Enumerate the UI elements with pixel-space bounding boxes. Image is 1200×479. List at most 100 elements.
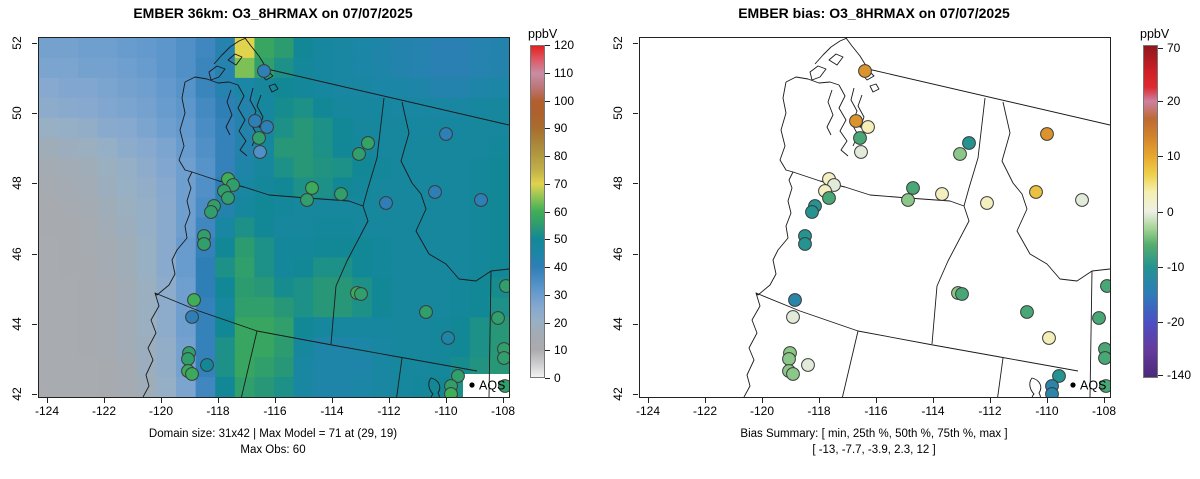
station-point bbox=[980, 196, 994, 210]
x-tick bbox=[819, 398, 820, 403]
station-point bbox=[451, 369, 465, 383]
right-map-svg: AQS bbox=[743, 38, 1110, 397]
station-point bbox=[1099, 379, 1110, 393]
station-point bbox=[185, 367, 199, 381]
y-tick-label: 50 bbox=[611, 106, 625, 120]
station-point bbox=[300, 193, 314, 207]
station-point bbox=[1045, 387, 1059, 397]
station-point bbox=[419, 305, 433, 319]
station-point bbox=[1075, 193, 1089, 207]
station-point bbox=[1100, 279, 1110, 293]
basemap-borders bbox=[743, 38, 1110, 397]
x-tick bbox=[503, 398, 504, 403]
x-tick-label: -124 bbox=[635, 404, 661, 418]
colorbar-tick bbox=[545, 378, 550, 379]
station-point bbox=[786, 367, 800, 381]
colorbar-tick bbox=[545, 183, 550, 185]
station-point bbox=[1029, 185, 1043, 199]
colorbar-tick bbox=[545, 239, 550, 241]
colorbar-tick bbox=[545, 294, 550, 296]
x-tick-label: -110 bbox=[434, 404, 458, 418]
x-tick bbox=[389, 398, 390, 403]
station-point bbox=[801, 358, 815, 372]
aqs-legend-label: AQS bbox=[479, 379, 505, 393]
y-tick-label: 50 bbox=[10, 106, 24, 120]
station-point bbox=[901, 193, 915, 207]
station-point bbox=[248, 114, 262, 128]
y-tick bbox=[32, 43, 37, 44]
left-caption-line1: Domain size: 31x42 | Max Model = 71 at (… bbox=[148, 428, 398, 440]
colorbar-tick-label: 80 bbox=[554, 149, 568, 163]
station-point bbox=[361, 136, 375, 150]
x-tick bbox=[446, 398, 447, 403]
x-tick bbox=[332, 398, 333, 403]
x-tick-label: -122 bbox=[91, 404, 117, 418]
station-point bbox=[257, 64, 271, 78]
station-point bbox=[935, 187, 949, 201]
left-map-svg: AQS bbox=[39, 38, 509, 397]
aqs-legend-dot bbox=[1070, 382, 1076, 388]
colorbar-tick-label: 20 bbox=[554, 315, 568, 330]
x-tick bbox=[275, 398, 276, 403]
colorbar-tick-label: 10 bbox=[554, 343, 568, 358]
station-point bbox=[444, 387, 458, 397]
station-point bbox=[441, 331, 455, 345]
station-point bbox=[439, 127, 453, 141]
colorbar-tick bbox=[545, 350, 550, 352]
x-tick-label: -112 bbox=[978, 404, 1002, 418]
colorbar-tick bbox=[1158, 267, 1163, 269]
x-tick-label: -108 bbox=[1091, 404, 1117, 418]
x-tick-label: -118 bbox=[206, 404, 230, 418]
stations-layer bbox=[782, 64, 1110, 397]
colorbar-tick-label: 0 bbox=[1167, 204, 1174, 219]
y-tick bbox=[32, 394, 37, 395]
y-tick-label: 46 bbox=[10, 246, 24, 261]
y-tick-label: 42 bbox=[611, 387, 625, 401]
left-colorbar-unit: ppbV bbox=[528, 27, 558, 41]
colorbar-tick bbox=[1158, 374, 1163, 376]
station-point bbox=[491, 311, 505, 325]
x-tick-label: -114 bbox=[320, 404, 344, 418]
colorbar-tick-label: 110 bbox=[554, 65, 574, 80]
station-point bbox=[181, 352, 195, 366]
y-tick bbox=[633, 394, 638, 395]
aqs-legend-label: AQS bbox=[1080, 379, 1106, 393]
stations-layer bbox=[181, 64, 509, 397]
x-tick bbox=[218, 398, 219, 403]
colorbar-tick bbox=[545, 100, 550, 102]
station-point bbox=[788, 293, 802, 307]
colorbar-tick bbox=[545, 156, 550, 157]
station-point bbox=[1042, 331, 1056, 345]
station-point bbox=[253, 145, 267, 159]
station-point bbox=[204, 205, 218, 219]
x-tick bbox=[161, 398, 162, 403]
station-point bbox=[197, 237, 211, 251]
station-point bbox=[428, 185, 442, 199]
colorbar-tick bbox=[545, 128, 550, 130]
station-point bbox=[1052, 369, 1066, 383]
x-tick-label: -120 bbox=[148, 404, 174, 418]
station-point bbox=[200, 358, 214, 372]
station-point bbox=[379, 196, 393, 210]
station-point bbox=[474, 193, 488, 207]
colorbar-tick bbox=[1158, 48, 1163, 50]
station-point bbox=[497, 351, 509, 365]
colorbar-tick-label: 20 bbox=[1167, 93, 1181, 108]
y-tick bbox=[633, 183, 638, 185]
x-tick bbox=[705, 398, 706, 403]
x-tick bbox=[933, 398, 934, 403]
right-colorbar bbox=[1143, 45, 1158, 378]
colorbar-tick bbox=[545, 72, 550, 74]
colorbar-tick-label: 120 bbox=[554, 38, 575, 52]
y-tick-label: 46 bbox=[611, 246, 625, 261]
station-point bbox=[805, 205, 819, 219]
x-tick-label: -118 bbox=[807, 404, 831, 418]
x-tick bbox=[762, 398, 763, 403]
station-point bbox=[185, 310, 199, 324]
x-tick bbox=[47, 398, 48, 403]
colorbar-tick bbox=[545, 267, 550, 268]
station-point bbox=[906, 181, 920, 195]
x-tick-label: -122 bbox=[692, 404, 718, 418]
station-point bbox=[1040, 127, 1054, 141]
